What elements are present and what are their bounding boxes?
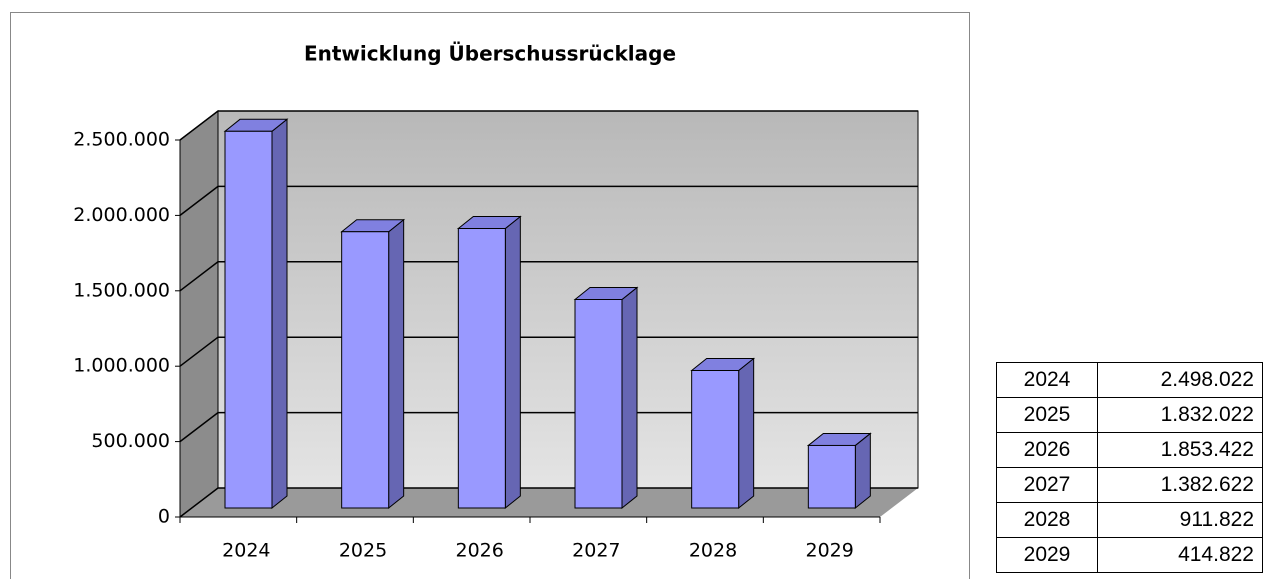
year-cell: 2029	[996, 537, 1098, 573]
grid-line	[179, 411, 918, 443]
y-tick-label: 2.000.000	[73, 204, 170, 226]
bar	[574, 299, 623, 509]
table-row: 2028 911.822	[996, 502, 1263, 538]
x-tick-label: 2027	[572, 540, 620, 562]
y-tick-label: 0	[158, 506, 170, 528]
y-tick-label: 500.000	[91, 430, 170, 452]
table-row: 2027 1.382.622	[996, 467, 1263, 503]
value-cell: 414.822	[1097, 537, 1263, 573]
year-cell: 2025	[996, 397, 1098, 433]
table-row: 2024 2.498.022	[996, 362, 1263, 398]
grid-line	[179, 487, 918, 518]
grid-line	[179, 110, 918, 141]
data-table: 2024 2.498.022 2025 1.832.022 2026 1.853.422 2…	[996, 362, 1263, 573]
bar	[224, 130, 273, 509]
table-row: 2026 1.853.422	[996, 432, 1263, 468]
grid-line	[179, 261, 918, 292]
year-cell: 2024	[996, 362, 1098, 398]
value-cell: 1.382.622	[1097, 467, 1263, 503]
bar	[691, 369, 740, 509]
x-tick-label: 2024	[222, 540, 270, 562]
bar-side	[738, 357, 755, 510]
chart: Entwicklung Überschussrücklage 0 500.000 1…	[10, 12, 970, 579]
chart-title: Entwicklung Überschussrücklage	[304, 42, 676, 66]
grid-line	[179, 336, 918, 367]
bar-side	[504, 215, 521, 510]
y-tick-label: 1.000.000	[73, 355, 170, 377]
bar	[341, 231, 390, 509]
y-tick-label: 2.500.000	[73, 129, 170, 151]
floor	[180, 488, 918, 517]
bar	[807, 444, 856, 509]
grid-line	[179, 185, 918, 216]
side-wall	[179, 109, 219, 519]
year-cell: 2026	[996, 432, 1098, 468]
year-cell: 2028	[996, 502, 1098, 538]
bar-side	[854, 432, 871, 510]
table-row: 2025 1.832.022	[996, 397, 1263, 433]
bar	[457, 228, 506, 509]
value-cell: 1.853.422	[1097, 432, 1263, 468]
bar-side	[271, 118, 288, 510]
x-tick-label: 2025	[339, 540, 387, 562]
y-tick-label: 1.500.000	[73, 279, 170, 301]
x-tick-label: 2028	[689, 540, 737, 562]
value-cell: 2.498.022	[1097, 362, 1263, 398]
table-row: 2029 414.822	[996, 537, 1263, 573]
x-tick-label: 2026	[455, 540, 503, 562]
value-cell: 911.822	[1097, 502, 1263, 538]
bar-side	[388, 218, 405, 510]
x-tick-label: 2029	[805, 540, 853, 562]
bar-side	[621, 286, 638, 510]
value-cell: 1.832.022	[1097, 397, 1263, 433]
year-cell: 2027	[996, 467, 1098, 503]
back-wall	[217, 110, 919, 489]
